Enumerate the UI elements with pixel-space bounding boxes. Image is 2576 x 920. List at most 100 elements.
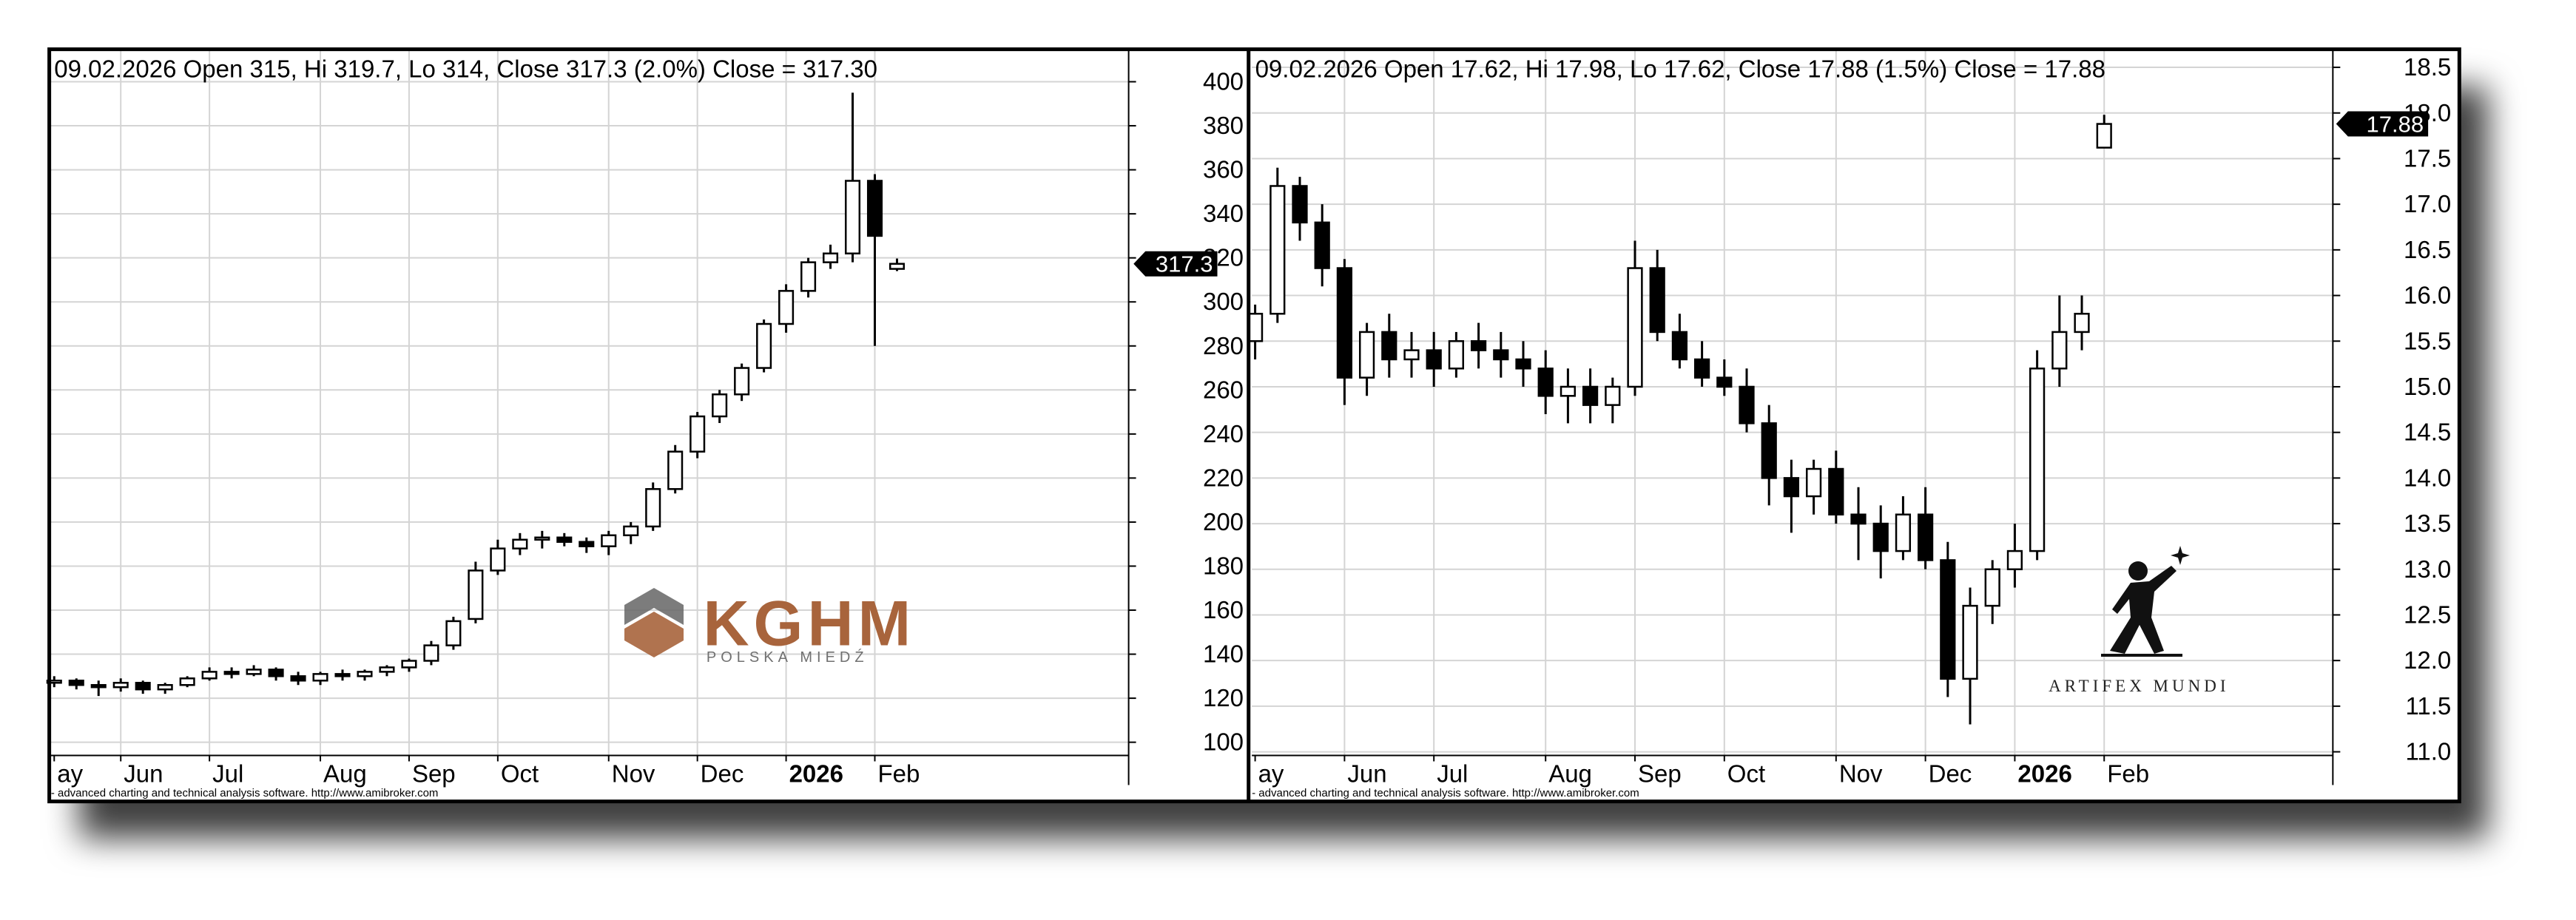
candle-body [1470, 340, 1487, 351]
candle-body [2029, 368, 2046, 552]
y-tick-label: 340 [1203, 200, 1244, 227]
x-tick-label: 2026 [789, 760, 843, 788]
y-tick-label: 260 [1203, 376, 1244, 403]
chart-title: 09.02.2026 Open 17.62, Hi 17.98, Lo 17.6… [1255, 55, 2105, 82]
artifex-figure [2101, 546, 2190, 657]
candle-body [401, 660, 417, 669]
y-tick-label: 220 [1203, 464, 1244, 491]
candle-body [1582, 385, 1599, 406]
candle-body [689, 415, 706, 453]
y-tick-label: 120 [1203, 684, 1244, 711]
x-tick-label: Aug [323, 760, 367, 788]
x-tick-label: Jul [1437, 760, 1468, 788]
candle-body [423, 644, 439, 662]
candle-body [866, 180, 883, 237]
y-tick-label: 160 [1203, 596, 1244, 623]
candle-body [379, 666, 395, 673]
y-tick-label: 400 [1203, 68, 1244, 95]
y-tick-label: 360 [1203, 156, 1244, 183]
y-tick-label: 11.5 [2405, 692, 2451, 720]
y-tick-label: 14.5 [2404, 419, 2451, 446]
candle-body [1605, 385, 1621, 406]
candle-body [1918, 513, 1934, 561]
candle-body [1940, 559, 1956, 680]
kghm-logo-icon [624, 588, 684, 657]
y-tick-label: 15.5 [2404, 327, 2451, 354]
chart-layer: 1001201401601802002202402602803003203403… [46, 47, 2461, 804]
candle-body [246, 669, 262, 675]
y-tick-label: 16.0 [2404, 282, 2451, 309]
y-tick-label: 11.0 [2405, 738, 2451, 765]
candle-body [1314, 221, 1330, 269]
candle-body [1872, 522, 1889, 552]
y-tick-label: 140 [1203, 640, 1244, 668]
candle-body [534, 536, 550, 541]
watermark-logo: ARTIFEX MUNDI [2049, 677, 2229, 695]
y-tick-label: 280 [1203, 332, 1244, 359]
candle-body [512, 538, 528, 549]
candle-body [68, 680, 84, 686]
last-value-tag [2336, 111, 2429, 137]
candle-body [756, 322, 772, 369]
y-tick-label: 13.5 [2404, 510, 2451, 537]
candle-body [712, 393, 728, 418]
x-tick-label: ay [1258, 760, 1284, 788]
x-tick-label: Dec [1929, 760, 1972, 788]
watermark-logo: KGHM [703, 589, 915, 660]
candle-body [112, 682, 129, 689]
y-tick-label: 18.5 [2404, 53, 2451, 81]
candle-body [1806, 467, 1822, 498]
candle-body [312, 673, 328, 682]
x-tick-label: Nov [1839, 760, 1883, 788]
candle-body [645, 488, 661, 528]
x-tick-label: Dec [701, 760, 744, 788]
x-tick-label: Oct [1727, 760, 1765, 788]
candle-body [2051, 331, 2068, 370]
candle-body [1627, 267, 1643, 388]
frame-shadow [50, 50, 2458, 802]
last-value-label: 17.88 [2367, 112, 2424, 138]
candle-body [334, 673, 351, 677]
y-tick-label: 16.5 [2404, 236, 2451, 263]
x-tick-label: Jul [212, 760, 243, 788]
candle-body [290, 675, 306, 682]
footer-note: - advanced charting and technical analys… [51, 787, 439, 799]
candle-body [1403, 349, 1420, 361]
candle-body [1895, 513, 1912, 552]
candle-body [778, 290, 795, 325]
candle-body [46, 680, 62, 684]
y-tick-label: 380 [1203, 112, 1244, 139]
candle-body [844, 180, 861, 254]
candle-body [179, 677, 195, 686]
x-tick-label: Jun [124, 760, 163, 788]
candle-body [1270, 185, 1286, 315]
candle-body [1984, 568, 2000, 607]
candle-body [1850, 513, 1867, 525]
candle-body [1336, 267, 1353, 379]
y-tick-label: 12.5 [2404, 601, 2451, 628]
candle-body [889, 263, 906, 270]
frame [47, 47, 2461, 804]
candle-body [823, 252, 839, 263]
candle-body [268, 669, 284, 677]
candle-body [601, 534, 617, 547]
footer-note: - advanced charting and technical analys… [1252, 787, 1639, 799]
candle-body [490, 547, 506, 572]
candle-body [1761, 422, 1777, 479]
y-tick-label: 17.0 [2404, 190, 2451, 217]
x-tick-label: Feb [878, 760, 920, 788]
y-tick-label: 15.0 [2404, 373, 2451, 400]
x-tick-label: ay [57, 760, 83, 788]
last-value-label: 317.3 [1156, 251, 1213, 277]
candle-body [623, 525, 639, 537]
last-value-tag [1133, 251, 1218, 277]
candle-body [135, 682, 151, 691]
chart-title: 09.02.2026 Open 315, Hi 319.7, Lo 314, C… [54, 55, 877, 82]
candle-body [1448, 340, 1465, 370]
x-tick-label: Aug [1548, 760, 1592, 788]
x-tick-label: 2026 [2017, 760, 2071, 788]
candle-body [357, 671, 373, 677]
candle-body [1537, 368, 1554, 397]
candle-body [734, 367, 750, 396]
